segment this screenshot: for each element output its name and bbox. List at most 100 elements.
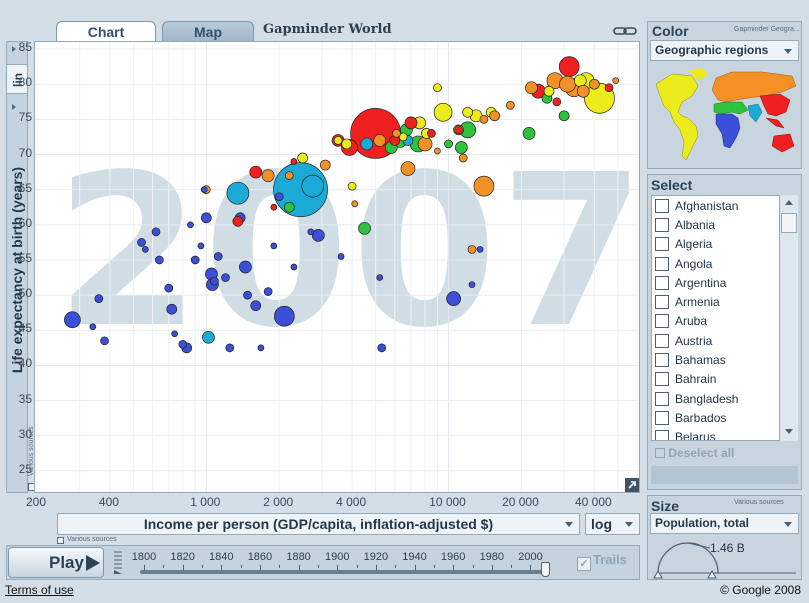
country-bubble[interactable] [522, 127, 536, 140]
country-bubble[interactable] [250, 300, 262, 312]
country-bubble[interactable] [151, 227, 161, 237]
y-scale-toggle[interactable]: lin [6, 64, 28, 94]
country-bubble[interactable] [190, 255, 200, 265]
country-bubble[interactable] [558, 110, 570, 122]
country-bubble[interactable] [155, 255, 164, 265]
country-bubble[interactable] [392, 129, 401, 138]
country-bubble[interactable] [604, 83, 614, 93]
checkbox-icon[interactable] [655, 410, 669, 425]
country-bubble[interactable] [404, 116, 418, 130]
country-bubble[interactable] [187, 221, 194, 229]
country-bubble[interactable] [319, 159, 331, 171]
terms-link[interactable]: Terms of use [5, 583, 74, 597]
country-bubble[interactable] [171, 330, 178, 338]
country-bubble[interactable] [213, 252, 223, 261]
country-bubble[interactable] [576, 84, 590, 98]
country-bubble[interactable] [94, 294, 104, 303]
country-bubble[interactable] [462, 106, 474, 118]
play-button[interactable]: Play [8, 547, 104, 578]
country-bubble[interactable] [351, 200, 359, 208]
country-bubble[interactable] [341, 138, 353, 150]
checkbox-icon[interactable] [655, 217, 669, 232]
country-list-scrollbar[interactable] [779, 195, 798, 441]
tab-chart[interactable]: Chart [56, 21, 156, 42]
country-bubble[interactable] [612, 77, 620, 85]
checkbox-icon[interactable] [655, 314, 669, 329]
country-bubble[interactable] [221, 273, 230, 282]
country-list-item[interactable]: Afghanistan [652, 196, 797, 215]
country-bubble[interactable] [100, 336, 109, 346]
checkbox-icon[interactable] [655, 333, 669, 348]
country-bubble[interactable] [137, 238, 146, 247]
checkbox-icon[interactable] [655, 372, 669, 387]
country-bubble[interactable] [307, 228, 315, 236]
country-bubble[interactable] [427, 129, 436, 138]
country-bubble[interactable] [297, 152, 309, 164]
country-bubble[interactable] [433, 102, 453, 122]
scroll-down-icon[interactable] [780, 423, 798, 439]
color-select[interactable]: Geographic regions [650, 40, 799, 61]
trails-toggle[interactable]: ✓ Trails [577, 552, 635, 572]
country-list-item[interactable]: Angola [652, 254, 797, 273]
scroll-up-icon[interactable] [780, 195, 798, 211]
country-bubble[interactable] [249, 165, 263, 179]
country-bubble[interactable] [558, 56, 580, 77]
y-axis-indicator-arrow-icon[interactable] [12, 104, 16, 110]
country-list-item[interactable]: Argentina [652, 273, 797, 292]
country-bubble[interactable] [433, 83, 442, 93]
country-bubble[interactable] [506, 100, 515, 110]
country-list-item[interactable]: Albania [652, 215, 797, 234]
country-bubble[interactable] [467, 245, 477, 254]
country-bubble[interactable] [226, 181, 250, 205]
x-indicator-select[interactable]: Income per person (GDP/capita, inflation… [57, 513, 580, 535]
country-bubble[interactable] [210, 276, 219, 286]
x-scale-select[interactable]: log [585, 513, 640, 535]
checkbox-icon[interactable] [655, 256, 669, 271]
country-bubble[interactable] [243, 290, 252, 300]
country-bubble[interactable] [261, 169, 275, 182]
country-bubble[interactable] [417, 136, 433, 152]
speed-control-icon[interactable] [112, 550, 124, 576]
country-list-item[interactable]: Austria [652, 331, 797, 350]
country-bubble[interactable] [239, 260, 252, 274]
country-bubble[interactable] [434, 147, 441, 155]
country-list-item[interactable]: Aruba [652, 312, 797, 331]
country-bubble[interactable] [89, 323, 97, 331]
country-bubble[interactable] [525, 81, 538, 95]
country-bubble[interactable] [202, 330, 215, 344]
country-bubble[interactable] [458, 153, 468, 163]
country-bubble[interactable] [263, 287, 273, 296]
country-bubble[interactable] [468, 281, 476, 288]
country-bubble[interactable] [444, 139, 453, 149]
country-bubble[interactable] [473, 175, 495, 197]
country-bubble[interactable] [270, 203, 278, 211]
country-list-item[interactable]: Armenia [652, 292, 797, 311]
checkbox-icon[interactable] [655, 430, 669, 440]
country-bubble[interactable] [573, 74, 587, 88]
checkbox-icon[interactable] [655, 353, 669, 368]
country-bubble[interactable] [284, 171, 294, 180]
country-bubble[interactable] [64, 311, 81, 329]
country-bubble[interactable] [337, 253, 345, 260]
expand-icon[interactable] [625, 478, 639, 492]
country-list[interactable]: Afghanistan Albania Algeria Angola Argentina… [651, 195, 798, 441]
country-bubble[interactable] [232, 215, 244, 227]
y-axis-menu-arrow-icon[interactable] [12, 46, 16, 52]
country-bubble[interactable] [141, 246, 149, 253]
checkbox-icon[interactable] [655, 198, 669, 213]
country-list-item[interactable]: Barbados [652, 408, 797, 427]
country-list-item[interactable]: Bahrain [652, 370, 797, 389]
country-bubble[interactable] [290, 158, 298, 165]
country-bubble[interactable] [360, 137, 374, 151]
link-icon[interactable] [613, 24, 637, 38]
country-bubble[interactable] [283, 201, 295, 213]
x-table-icon[interactable] [57, 537, 64, 544]
select-search-bar[interactable] [651, 466, 798, 484]
country-bubble[interactable] [454, 125, 463, 135]
country-bubble[interactable] [398, 132, 408, 142]
country-bubble[interactable] [400, 161, 416, 176]
timeline-thumb[interactable] [541, 562, 550, 577]
country-bubble[interactable] [373, 134, 387, 147]
scroll-thumb[interactable] [781, 213, 797, 233]
country-bubble[interactable] [270, 242, 278, 250]
